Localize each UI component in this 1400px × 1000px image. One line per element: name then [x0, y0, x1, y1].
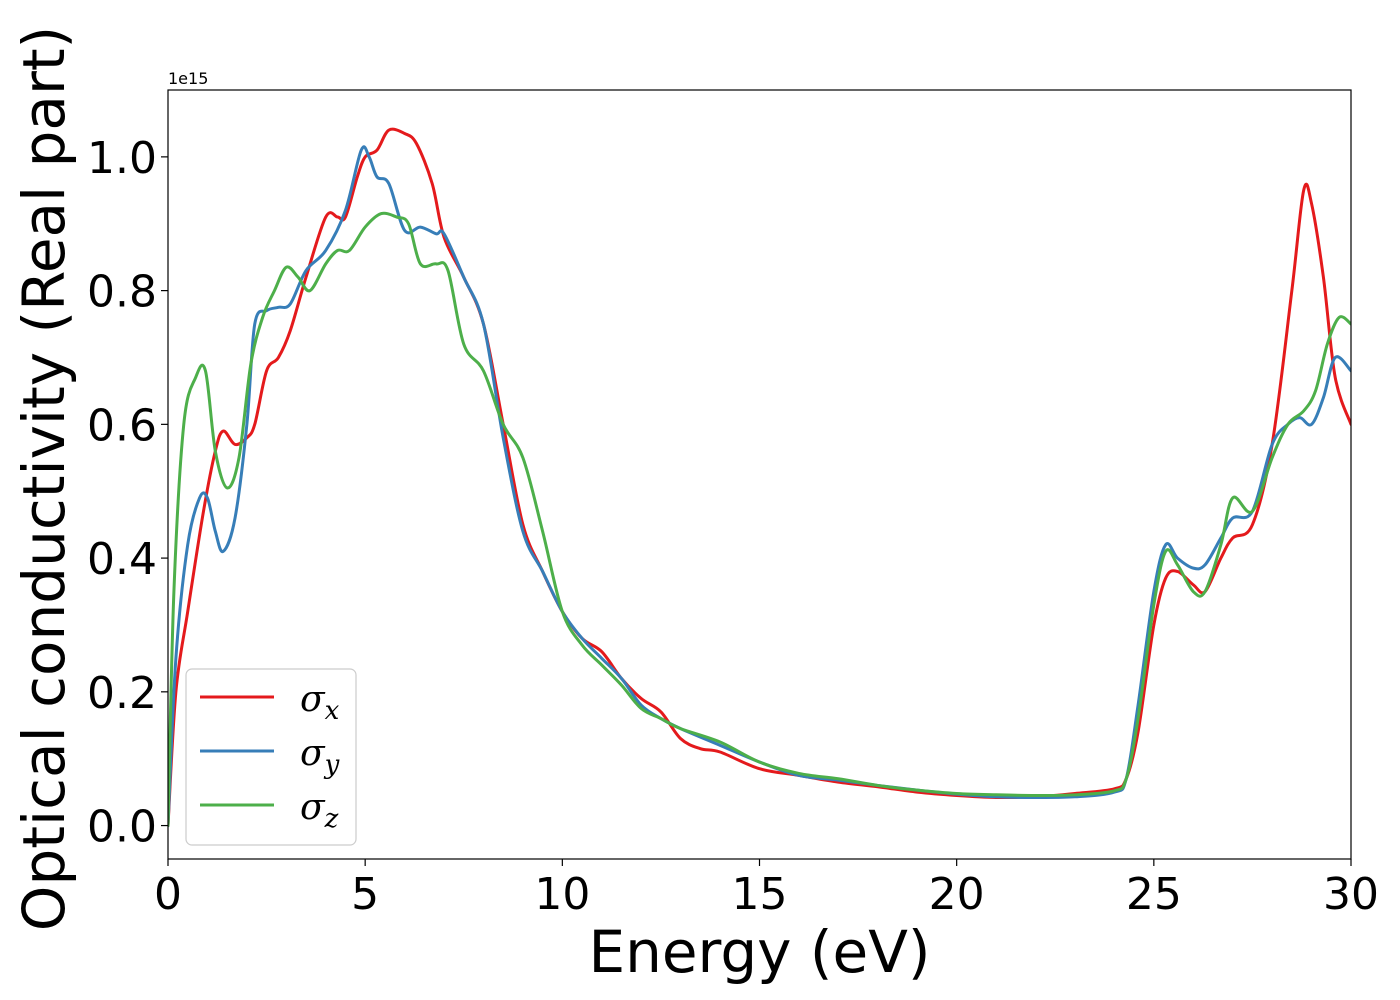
x-axis-title: Energy (eV) [588, 918, 930, 986]
legend-label-y: σy [300, 733, 340, 780]
y-axis-offset-label: 1e15 [168, 69, 208, 88]
y-tick-label: 1.0 [87, 133, 157, 184]
x-tick-label: 10 [534, 869, 590, 920]
x-tick-label: 20 [929, 869, 985, 920]
x-tick-label: 15 [732, 869, 788, 920]
x-tick-label: 0 [154, 869, 182, 920]
series-line-y [168, 145, 1351, 828]
y-axis-ticks: 0.0 0.2 0.4 0.6 0.8 1.0 [87, 133, 168, 853]
legend-label-x: σx [300, 679, 340, 726]
x-axis-ticks: 0 5 10 15 20 25 30 [154, 859, 1379, 920]
series-layer [168, 127, 1351, 828]
series-line-z [168, 211, 1351, 828]
y-axis-title: Optical conductivity (Real part) [10, 26, 78, 931]
plot-background [168, 90, 1351, 859]
y-tick-label: 0.8 [87, 267, 157, 318]
plot-area [168, 90, 1351, 859]
x-tick-label: 25 [1126, 869, 1182, 920]
legend-label-z: σz [300, 787, 339, 834]
x-tick-label: 30 [1323, 869, 1379, 920]
x-tick-label: 5 [351, 869, 379, 920]
y-tick-label: 0.0 [87, 802, 157, 853]
y-tick-label: 0.6 [87, 400, 157, 451]
y-tick-label: 0.4 [87, 534, 157, 585]
y-tick-label: 0.2 [87, 668, 157, 719]
legend-box [185, 668, 357, 846]
legend: σx σy σz [185, 668, 357, 846]
